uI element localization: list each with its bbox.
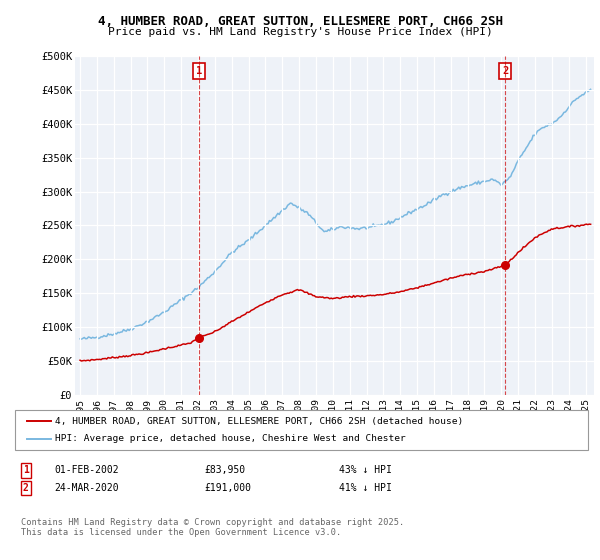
Text: 4, HUMBER ROAD, GREAT SUTTON, ELLESMERE PORT, CH66 2SH: 4, HUMBER ROAD, GREAT SUTTON, ELLESMERE … — [97, 15, 503, 27]
Text: £191,000: £191,000 — [204, 483, 251, 493]
Text: HPI: Average price, detached house, Cheshire West and Chester: HPI: Average price, detached house, Ches… — [55, 435, 406, 444]
Text: 4, HUMBER ROAD, GREAT SUTTON, ELLESMERE PORT, CH66 2SH (detached house): 4, HUMBER ROAD, GREAT SUTTON, ELLESMERE … — [55, 417, 463, 426]
Text: 41% ↓ HPI: 41% ↓ HPI — [339, 483, 392, 493]
Text: 1: 1 — [23, 465, 29, 475]
Text: £83,950: £83,950 — [204, 465, 245, 475]
Text: 1: 1 — [196, 66, 203, 76]
Text: Contains HM Land Registry data © Crown copyright and database right 2025.
This d: Contains HM Land Registry data © Crown c… — [21, 518, 404, 538]
Text: Price paid vs. HM Land Registry's House Price Index (HPI): Price paid vs. HM Land Registry's House … — [107, 27, 493, 37]
Text: 2: 2 — [502, 66, 508, 76]
Text: 24-MAR-2020: 24-MAR-2020 — [54, 483, 119, 493]
Text: 01-FEB-2002: 01-FEB-2002 — [54, 465, 119, 475]
Text: 43% ↓ HPI: 43% ↓ HPI — [339, 465, 392, 475]
Text: 2: 2 — [23, 483, 29, 493]
